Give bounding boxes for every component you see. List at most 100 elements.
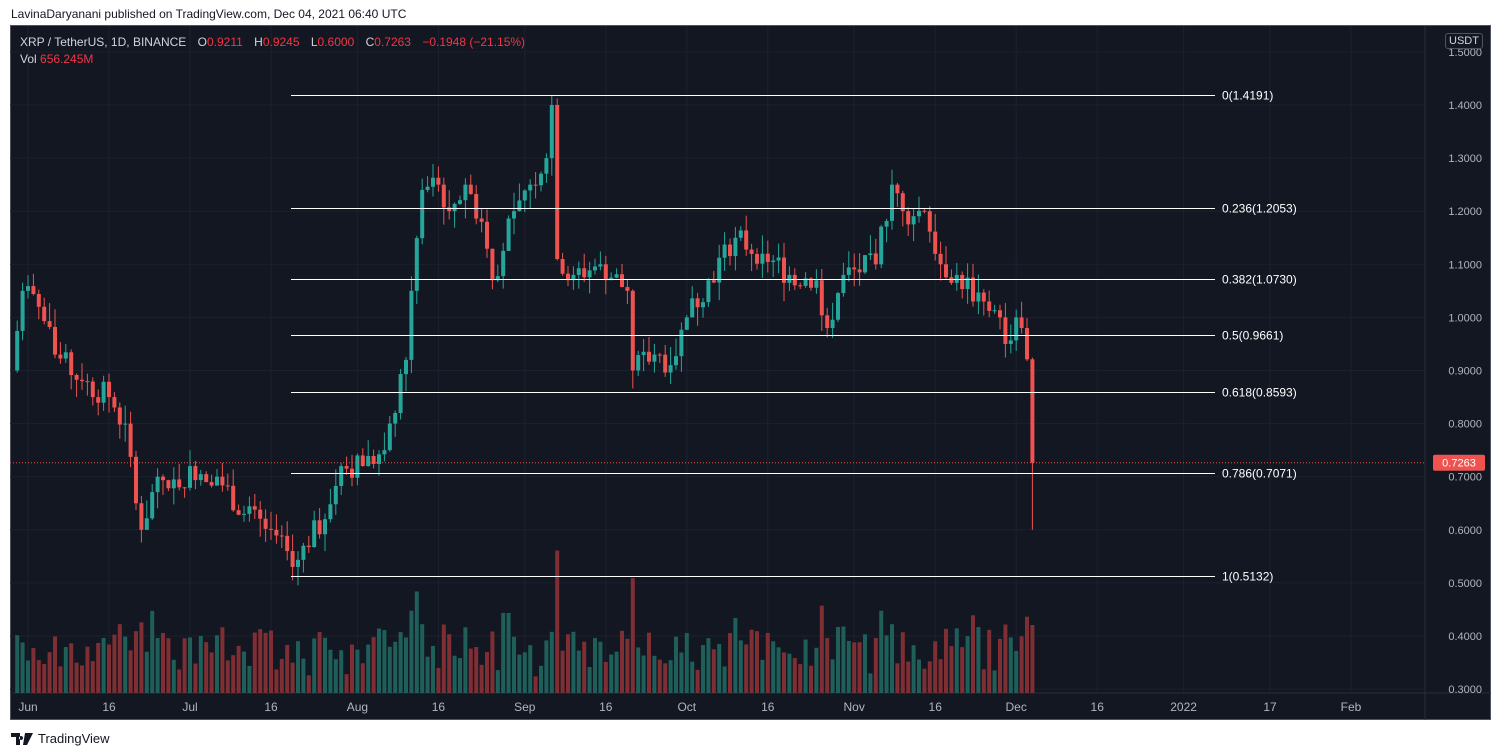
- candle-body: [771, 260, 776, 263]
- volume-bar: [614, 651, 619, 693]
- candle-body: [765, 253, 770, 263]
- volume-bar: [533, 676, 538, 693]
- volume-bar: [171, 659, 176, 693]
- candle-body: [555, 105, 560, 259]
- volume-bar: [431, 645, 435, 693]
- candle-body: [225, 485, 230, 487]
- time-tick-label: 2022: [1170, 700, 1197, 714]
- fib-level-label: 0.382(1.0730): [1222, 273, 1297, 287]
- volume-bar: [776, 647, 781, 693]
- candle-body: [733, 237, 738, 257]
- volume-bar: [695, 669, 700, 693]
- candle-body: [674, 356, 678, 366]
- volume-bar: [733, 618, 738, 693]
- volume-bar: [258, 629, 263, 693]
- volume-bar: [333, 659, 338, 693]
- candle-body: [144, 518, 149, 530]
- candle-body: [630, 290, 635, 371]
- candle-body: [576, 268, 581, 275]
- volume-bar: [674, 636, 678, 693]
- volume-bar: [868, 673, 873, 693]
- candle-body: [258, 509, 263, 519]
- candle-body: [809, 278, 813, 288]
- volume-bar: [1014, 650, 1019, 693]
- volume-bar: [744, 644, 749, 693]
- candle-body: [495, 276, 500, 281]
- volume-bar: [706, 638, 711, 693]
- candle-body: [36, 294, 41, 307]
- volume-bar: [981, 669, 986, 693]
- candle-body: [857, 269, 862, 273]
- time-tick-label: Aug: [347, 700, 368, 714]
- candle-body: [1019, 317, 1024, 329]
- volume-bar: [134, 631, 138, 693]
- volume-bar: [641, 655, 646, 693]
- candle-body: [701, 302, 705, 308]
- candle-body: [31, 286, 36, 295]
- candle-body: [755, 253, 759, 264]
- chart-frame[interactable]: [10, 25, 1491, 720]
- volume-bar: [447, 634, 452, 693]
- volume-bar: [549, 631, 554, 693]
- volume-bar: [458, 658, 462, 693]
- volume-bar: [58, 666, 63, 693]
- candle-body: [863, 255, 867, 273]
- volume-bar: [630, 578, 635, 693]
- candle-body: [560, 258, 565, 274]
- close-value: 0.7263: [374, 35, 411, 49]
- candle-body: [306, 545, 311, 548]
- time-tick-label: 16: [1091, 700, 1105, 714]
- volume-bar: [225, 660, 230, 693]
- volume-bar: [879, 610, 884, 693]
- symbol-title[interactable]: XRP / TetherUS, 1D, BINANCE: [20, 35, 187, 49]
- volume-bar: [814, 647, 819, 693]
- candle-body: [112, 397, 117, 408]
- candle-body: [128, 423, 133, 457]
- candle-body: [80, 379, 84, 382]
- time-tick-label: 16: [761, 700, 775, 714]
- volume-bar: [506, 612, 511, 693]
- volume-bar: [269, 630, 273, 693]
- volume-bar: [144, 651, 149, 693]
- volume-bar: [96, 642, 101, 693]
- volume-bar: [323, 637, 327, 693]
- price-tick-label: 0.8000: [1448, 419, 1482, 431]
- volume-bar: [701, 645, 705, 693]
- candle-body: [949, 277, 954, 283]
- tradingview-brand[interactable]: TradingView: [11, 731, 110, 746]
- candle-body: [166, 480, 171, 489]
- candle-body: [841, 274, 846, 294]
- candle-body: [317, 520, 322, 535]
- candle-body: [215, 476, 219, 486]
- currency-button[interactable]: USDT: [1445, 33, 1483, 49]
- candle-body: [944, 264, 948, 278]
- volume-bar: [296, 641, 300, 693]
- volume-bar: [684, 632, 689, 693]
- candle-body: [296, 559, 300, 567]
- volume-bar: [517, 654, 522, 693]
- candle-body: [603, 264, 608, 281]
- candle-body: [760, 253, 765, 264]
- current-price-badge: [1433, 454, 1485, 471]
- candle-body: [782, 257, 786, 283]
- price-tick-label: 1.2000: [1448, 206, 1482, 218]
- fib-level-label: 1(0.5132): [1222, 570, 1273, 584]
- volume-bar: [933, 641, 938, 693]
- change-value: −0.1948 (−21.15%): [422, 35, 526, 49]
- candle-body: [971, 277, 975, 302]
- candle-body: [447, 207, 452, 212]
- candle-body: [652, 354, 657, 362]
- volume-bar: [204, 642, 209, 693]
- candle-body: [220, 476, 225, 486]
- candle-body: [366, 456, 371, 467]
- volume-bar: [274, 669, 279, 693]
- volume-bar: [36, 660, 41, 693]
- price-tick-label: 1.1000: [1448, 259, 1482, 271]
- volume-bar: [636, 647, 641, 693]
- candle-body: [517, 200, 522, 212]
- volume-bar: [873, 637, 878, 693]
- candle-body: [107, 381, 111, 398]
- candle-body: [323, 519, 327, 535]
- candle-body: [490, 248, 495, 281]
